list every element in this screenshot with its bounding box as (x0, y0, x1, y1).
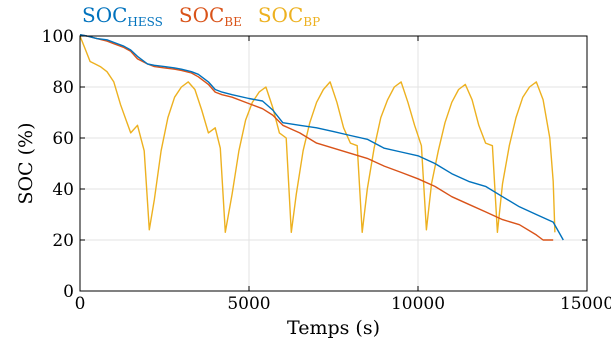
plot-frame (79, 35, 588, 292)
series-line-hess (79, 34, 564, 241)
y-tick-label: 0 (63, 282, 74, 302)
x-tick-label: 5000 (227, 294, 270, 314)
x-tick-label: 10000 (391, 294, 445, 314)
legend-entry-bp: SOCBP (258, 3, 320, 29)
tick-marks (79, 35, 588, 292)
legend: SOCHESS SOCBE SOCBP (82, 3, 320, 29)
y-tick-label: 100 (42, 27, 74, 47)
legend-entry-hess: SOCHESS (82, 3, 163, 29)
y-tick-label: 40 (52, 180, 74, 200)
y-axis-label: SOC (%) (15, 122, 37, 204)
y-tick-label: 60 (52, 129, 74, 149)
series-line-bp (79, 35, 556, 234)
x-axis-label: Temps (s) (287, 317, 380, 339)
legend-entry-be: SOCBE (179, 3, 242, 29)
y-tick-label: 80 (52, 78, 74, 98)
series-lines (79, 34, 564, 241)
x-tick-label: 15000 (560, 294, 611, 314)
tick-labels: 0 5000 10000 15000 0 20 40 60 80 100 (42, 27, 611, 314)
x-tick-label: 0 (75, 294, 86, 314)
y-tick-label: 20 (52, 231, 74, 251)
series-line-be (79, 34, 554, 241)
